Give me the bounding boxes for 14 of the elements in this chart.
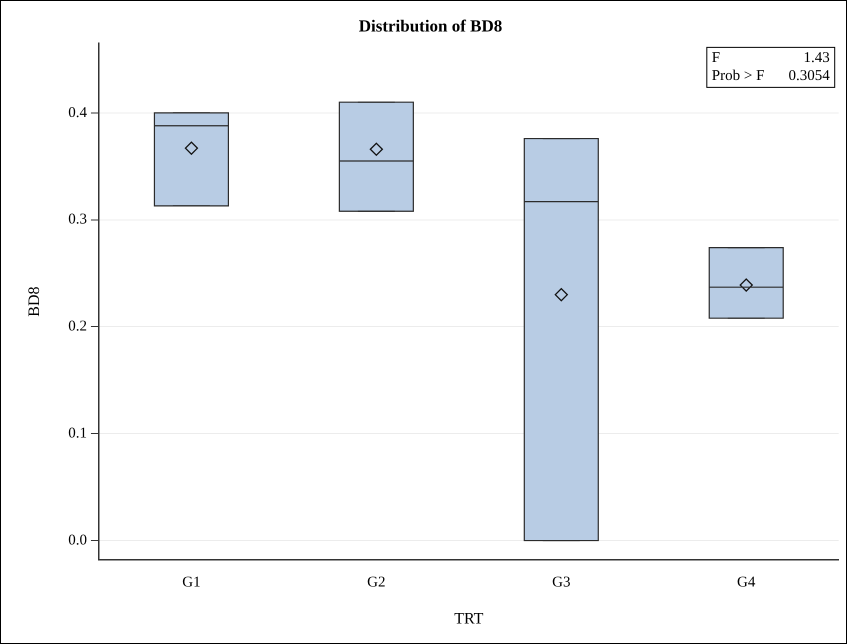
y-tick-label: 0.2 <box>68 318 87 335</box>
y-tick-label: 0.0 <box>68 532 87 548</box>
x-tick-label: G3 <box>552 574 570 591</box>
y-tick-label: 0.4 <box>68 104 88 121</box>
x-tick-label: G2 <box>367 574 386 591</box>
y-tick-label: 0.3 <box>68 212 87 228</box>
chart-title: Distribution of BD8 <box>358 16 502 36</box>
y-tick-label: 0.1 <box>68 426 87 442</box>
text: Prob > F 0.3054 <box>712 68 830 84</box>
y-axis-title: BD8 <box>26 286 43 317</box>
x-tick-label: G4 <box>737 574 756 591</box>
x-tick-label: G1 <box>182 574 201 591</box>
x-axis-title: TRT <box>454 610 484 628</box>
text: F 1.43 <box>712 50 830 66</box>
